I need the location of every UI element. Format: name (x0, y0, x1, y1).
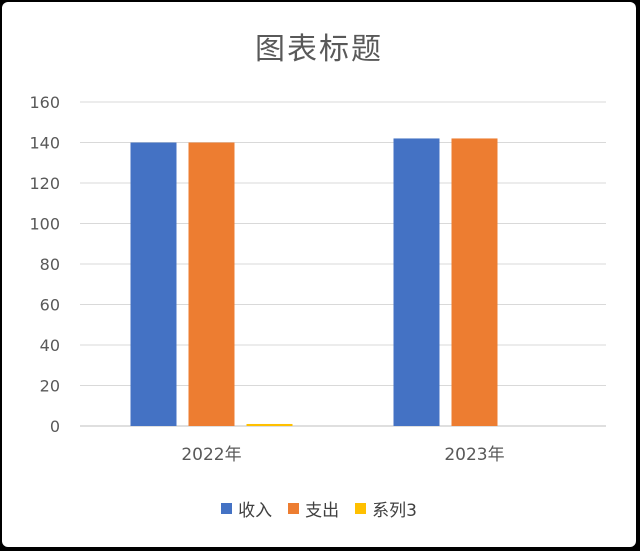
x-category-label: 2022年 (181, 445, 241, 465)
bar (246, 423, 293, 426)
legend-label: 系列3 (372, 501, 417, 521)
y-tick-label: 120 (29, 174, 60, 193)
chart-legend: 收入 支出 系列3 (2, 496, 636, 521)
legend-swatch (355, 503, 367, 514)
y-tick-label: 0 (50, 417, 60, 436)
legend-item: 支出 (288, 496, 339, 521)
chart-plot-area: 0 20 40 60 80 100 120 140 160 2022年 2023年 (29, 93, 606, 465)
x-category-label: 2023年 (444, 445, 504, 465)
y-tick-label: 80 (40, 255, 60, 274)
bar (393, 138, 440, 426)
chart-frame: 图表标题 0 20 40 60 80 100 120 140 160 2022年 2023年 收入 支… (2, 2, 636, 547)
bar (451, 138, 498, 426)
y-tick-label: 20 (40, 377, 60, 396)
y-tick-label: 40 (40, 336, 60, 355)
legend-label: 支出 (305, 501, 340, 521)
bar (130, 142, 177, 426)
legend-swatch (288, 503, 300, 514)
y-tick-label: 60 (40, 296, 60, 315)
legend-item: 系列3 (355, 496, 417, 521)
chart-title: 图表标题 (255, 32, 383, 67)
legend-label: 收入 (238, 501, 273, 521)
y-tick-label: 140 (29, 134, 60, 153)
bar (188, 142, 235, 426)
legend-swatch (221, 503, 233, 514)
y-tick-label: 160 (29, 93, 60, 112)
legend-item: 收入 (221, 496, 272, 521)
y-tick-label: 100 (29, 215, 60, 234)
